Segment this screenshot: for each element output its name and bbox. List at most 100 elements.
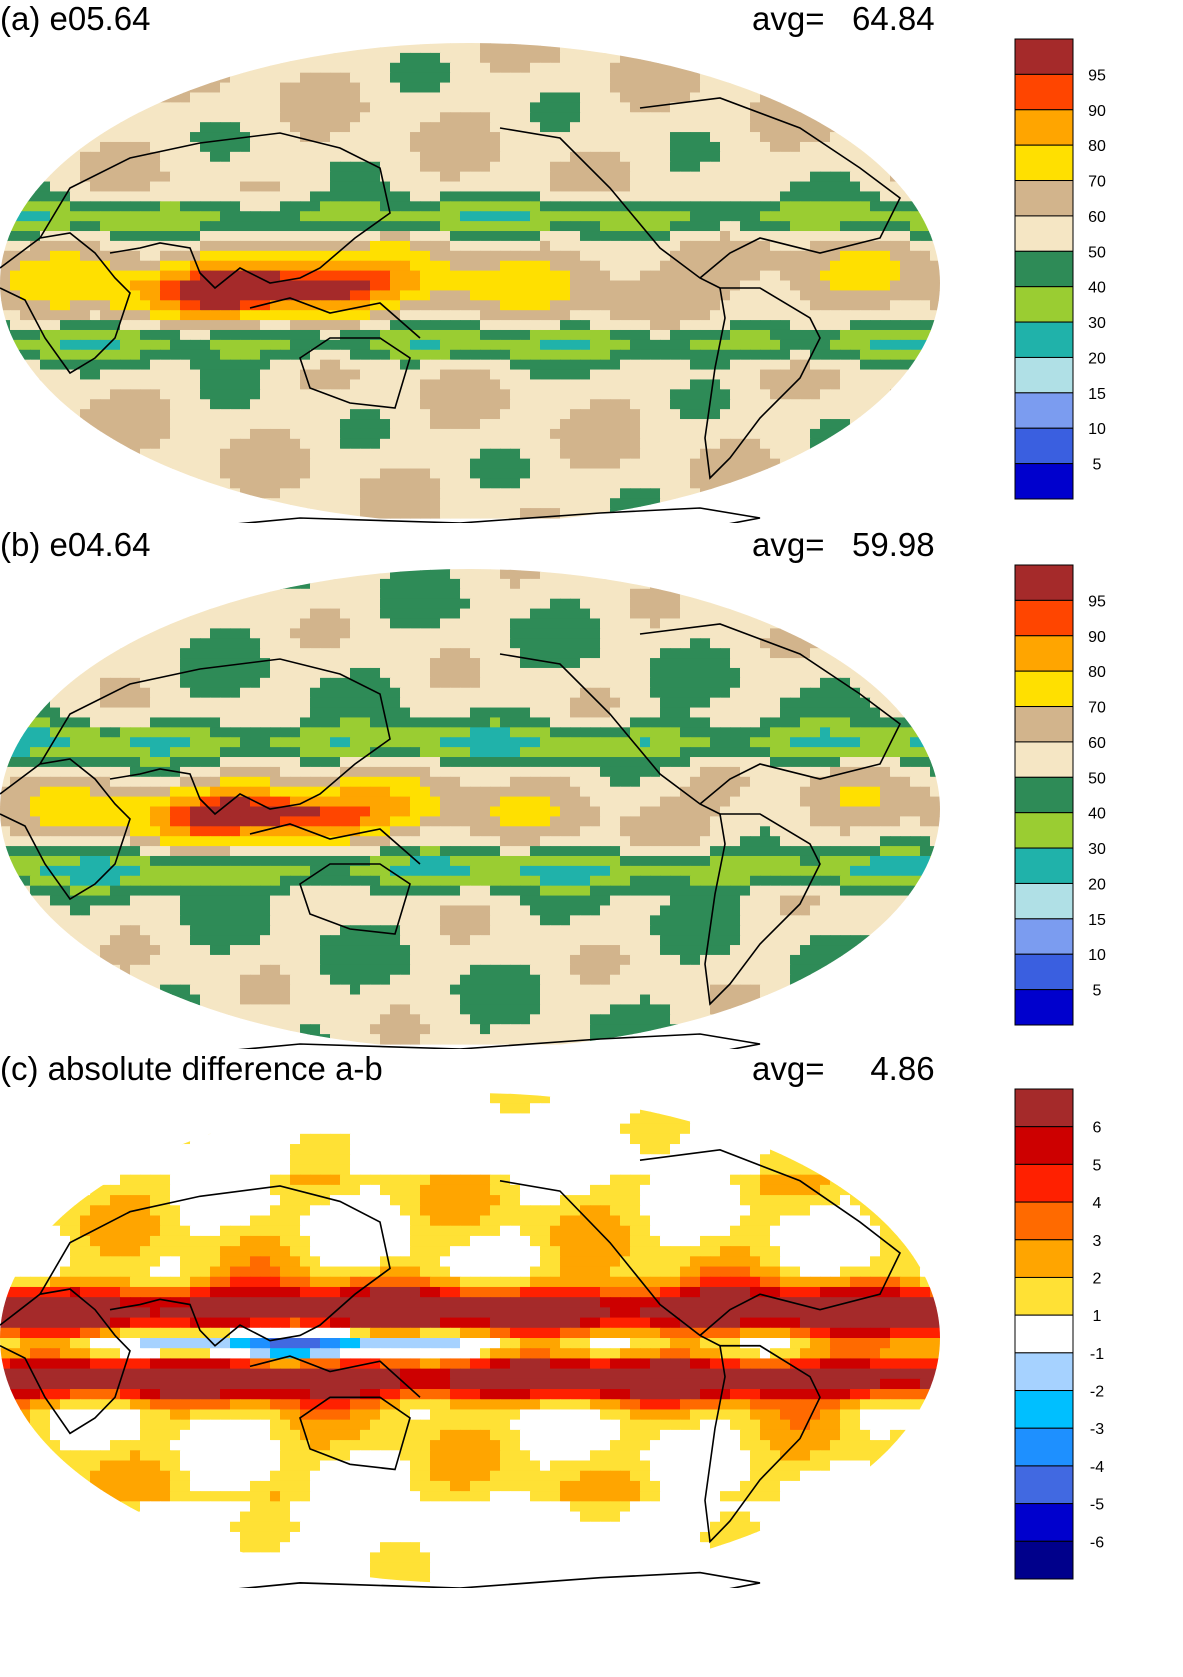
grid-cell: [610, 82, 621, 94]
grid-cell: [210, 588, 221, 600]
grid-cell: [360, 498, 371, 509]
grid-cell: [270, 339, 281, 351]
grid-cell: [880, 349, 891, 361]
grid-cell: [620, 290, 631, 301]
grid-cell: [120, 419, 131, 430]
grid-cell: [390, 409, 401, 420]
grid-cell: [520, 578, 531, 590]
grid-cell: [670, 92, 681, 103]
grid-cell: [610, 598, 621, 610]
grid-cell: [380, 310, 391, 321]
grid-cell: [890, 151, 901, 163]
grid-cell: [730, 112, 741, 123]
grid-cell: [720, 161, 731, 173]
grid-cell: [560, 508, 571, 519]
grid-cell: [250, 438, 261, 450]
grid-cell: [110, 578, 121, 590]
grid-cell: [590, 260, 601, 272]
grid-cell: [190, 409, 201, 420]
grid-cell: [490, 43, 501, 54]
grid-cell: [280, 201, 291, 212]
grid-cell: [860, 478, 871, 489]
grid-cell: [840, 260, 851, 272]
grid-cell: [70, 369, 81, 381]
grid-cell: [910, 231, 921, 242]
grid-cell: [800, 379, 811, 390]
grid-cell: [690, 448, 701, 460]
grid-cell: [650, 141, 661, 153]
grid-cell: [700, 122, 711, 133]
grid-cell: [360, 122, 371, 133]
grid-cell: [530, 359, 541, 371]
grid-cell: [410, 428, 421, 440]
grid-cell: [510, 280, 521, 291]
grid-cell: [530, 409, 541, 420]
grid-cell: [820, 498, 831, 509]
grid-cell: [780, 578, 791, 590]
grid-cell: [200, 359, 211, 371]
grid-cell: [700, 161, 711, 173]
grid-cell: [230, 339, 241, 351]
grid-cell: [280, 359, 291, 371]
grid-cell: [540, 379, 551, 390]
grid-cell: [350, 369, 361, 381]
grid-cell: [70, 260, 81, 272]
grid-cell: [620, 270, 631, 282]
grid-cell: [50, 578, 61, 590]
grid-cell: [160, 349, 171, 361]
grid-cell: [500, 329, 511, 341]
grid-cell: [200, 349, 211, 361]
grid-cell: [500, 221, 511, 232]
grid-cell: [690, 310, 701, 321]
grid-cell: [610, 221, 621, 232]
grid-cell: [470, 399, 481, 410]
grid-cell: [550, 320, 561, 331]
grid-cell: [850, 428, 861, 440]
grid-cell: [710, 320, 721, 331]
grid-cell: [150, 211, 161, 222]
grid-cell: [480, 508, 491, 519]
grid-cell: [60, 240, 71, 252]
grid-cell: [360, 339, 371, 351]
grid-cell: [810, 578, 821, 590]
grid-cell: [380, 102, 391, 113]
grid-cell: [250, 43, 261, 54]
grid-cell: [430, 468, 441, 480]
grid-cell: [120, 488, 131, 499]
grid-cell: [610, 320, 621, 331]
grid-cell: [190, 122, 201, 133]
grid-cell: [370, 569, 381, 580]
grid-cell: [130, 578, 141, 590]
grid-cell: [250, 82, 261, 94]
grid-cell: [340, 250, 351, 262]
grid-cell: [430, 598, 441, 610]
grid-cell: [100, 389, 111, 400]
grid-cell: [520, 478, 531, 489]
grid-cell: [690, 62, 701, 74]
grid-cell: [680, 191, 691, 202]
grid-cell: [550, 578, 561, 590]
grid-cell: [470, 458, 481, 470]
grid-cell: [300, 339, 311, 351]
grid-cell: [540, 468, 551, 480]
grid-cell: [880, 280, 891, 291]
grid-cell: [910, 102, 921, 113]
grid-cell: [300, 569, 311, 580]
grid-cell: [870, 240, 881, 252]
grid-cell: [830, 379, 841, 390]
grid-cell: [660, 201, 671, 212]
grid-cell: [20, 598, 31, 610]
grid-cell: [10, 201, 21, 212]
grid-cell: [540, 191, 551, 202]
grid-cell: [380, 349, 391, 361]
grid-cell: [770, 448, 781, 460]
grid-cell: [20, 498, 31, 509]
grid-cell: [930, 181, 940, 193]
grid-cell: [490, 231, 501, 242]
grid-cell: [420, 250, 431, 262]
grid-cell: [430, 339, 441, 351]
grid-cell: [20, 468, 31, 480]
grid-cell: [400, 161, 411, 173]
grid-cell: [240, 359, 251, 371]
grid-cell: [560, 250, 571, 262]
